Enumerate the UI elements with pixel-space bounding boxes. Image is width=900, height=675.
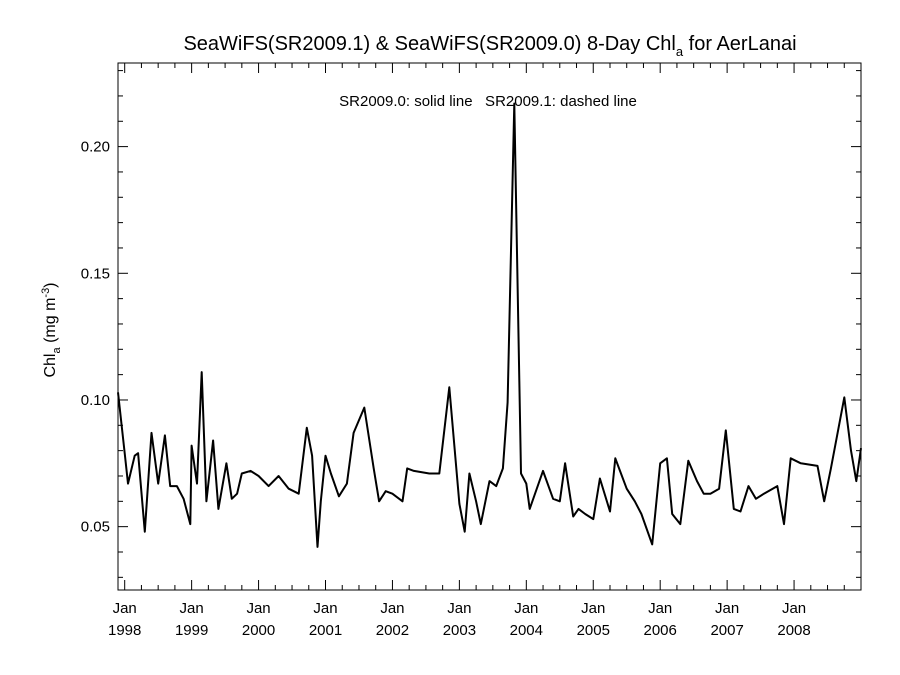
x-tick-label-month: Jan [113,600,137,617]
axis-tick-labels: 0.05 0.10 0.15 0.20 Jan 1998 Jan 1999 Jan 2000 Jan… [81,139,811,639]
y-tick-label: 0.10 [81,392,110,409]
x-tick-label-year: 2001 [309,622,342,639]
series-layer [117,102,862,548]
x-tick-label-year: 2006 [644,622,677,639]
x-tick-label-year: 2000 [242,622,275,639]
x-tick-label-month: Jan [447,600,471,617]
y-axis-label-superscript: -3 [40,288,52,298]
x-tick-label-year: 1999 [175,622,208,639]
chart-title-suffix: for AerLanai [683,33,796,55]
x-tick-label-year: 1998 [108,622,141,639]
y-tick-label: 0.05 [81,519,110,536]
x-tick-label-month: Jan [180,600,204,617]
y-axis-label-base: Chl [42,354,59,378]
chart-title-subscript: a [676,44,684,59]
x-tick-label-year: 2003 [443,622,476,639]
line-style-annotation: SR2009.0: solid line SR2009.1: dashed li… [339,93,637,110]
chart-title: SeaWiFS(SR2009.1) & SeaWiFS(SR2009.0) 8-… [183,33,796,59]
axis-ticks [118,63,861,590]
x-tick-label-month: Jan [514,600,538,617]
y-axis-label: Chla (mg m-3) [40,282,63,377]
y-tick-label: 0.15 [81,265,110,282]
chart-title-main: SeaWiFS(SR2009.1) & SeaWiFS(SR2009.0) 8-… [183,33,675,55]
y-axis-label-subscript: a [51,347,63,354]
plot-frame [117,62,862,591]
x-tick-label-year: 2007 [710,622,743,639]
y-axis-label-unit-suffix: ) [42,282,59,287]
x-tick-label-month: Jan [380,600,404,617]
x-tick-label-year: 2004 [510,622,543,639]
y-axis-label-unit-prefix: (mg m [42,298,59,348]
x-tick-label-year: 2002 [376,622,409,639]
series-line-sr2009-0-solid [117,102,862,548]
x-tick-label-month: Jan [246,600,270,617]
y-tick-label: 0.20 [81,139,110,156]
x-tick-label-month: Jan [782,600,806,617]
x-tick-label-month: Jan [648,600,672,617]
x-tick-label-month: Jan [313,600,337,617]
x-tick-label-year: 2005 [577,622,610,639]
x-tick-label-year: 2008 [777,622,810,639]
x-tick-label-month: Jan [715,600,739,617]
x-tick-label-month: Jan [581,600,605,617]
